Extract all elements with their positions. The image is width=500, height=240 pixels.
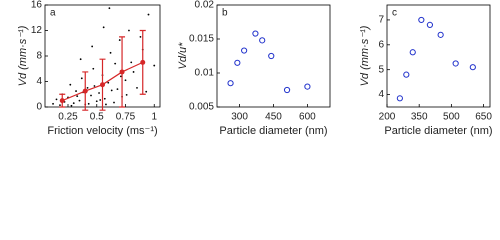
data-point [92, 67, 95, 70]
data-point [114, 62, 117, 65]
data-point [72, 102, 75, 105]
data-point [125, 93, 128, 96]
data-point [109, 51, 112, 54]
data-point [90, 94, 92, 97]
y-axis-label: Vd (mm·s⁻¹) [359, 25, 371, 86]
x-tick-label: 600 [299, 112, 316, 123]
data-point [69, 83, 72, 86]
data-point [259, 37, 266, 44]
data-point [59, 104, 61, 106]
data-point [147, 13, 150, 16]
y-tick-label: 0.015 [189, 34, 214, 45]
y-tick-label: 0.01 [195, 68, 215, 79]
data-point [124, 79, 127, 82]
data-point [396, 95, 403, 102]
x-tick-label: 0.25 [58, 112, 78, 123]
y-tick-label: 0.005 [189, 102, 214, 113]
y-tick-label: 7 [378, 15, 384, 26]
data-point [103, 97, 106, 100]
x-tick-label: 0.75 [116, 112, 136, 123]
panel-label: a [50, 8, 56, 19]
data-point [403, 71, 410, 78]
y-tick-label: 0.02 [195, 0, 215, 11]
data-point [52, 102, 54, 105]
x-tick-label: 450 [265, 112, 282, 123]
data-point [93, 85, 96, 87]
data-point [75, 90, 77, 92]
y-tick-label: 4 [36, 76, 42, 87]
data-point [110, 89, 113, 92]
data-point [76, 95, 79, 98]
data-point [145, 90, 148, 93]
data-point [99, 99, 102, 101]
x-tick-label: 1 [151, 112, 157, 123]
data-point [95, 100, 98, 103]
y-tick-label: 4 [378, 89, 384, 100]
data-point [426, 21, 434, 29]
y-tick-label: 5 [378, 64, 384, 75]
data-point [304, 83, 311, 90]
y-tick-label: 6 [378, 39, 384, 50]
x-tick-label: 0.5 [90, 112, 104, 123]
y-tick-label: 12 [31, 25, 43, 36]
data-point [452, 60, 459, 67]
data-point [130, 61, 133, 64]
data-point [105, 103, 107, 106]
data-point [132, 71, 135, 73]
data-point [241, 47, 248, 54]
x-tick-label: 350 [411, 112, 428, 123]
data-point [418, 16, 425, 24]
panel-label: c [392, 8, 397, 19]
data-point [70, 104, 73, 107]
data-point [283, 86, 291, 94]
mean-point [119, 69, 125, 75]
data-point [55, 98, 58, 101]
data-point [79, 58, 82, 61]
data-point [86, 86, 89, 89]
data-point [234, 59, 241, 66]
data-point [252, 30, 259, 37]
panel-label: b [222, 8, 228, 19]
data-point [78, 99, 81, 102]
data-point [118, 39, 121, 41]
x-tick-label: 500 [443, 112, 460, 123]
data-point [120, 75, 122, 78]
mean-point [59, 98, 65, 104]
x-axis-label: Friction velocity (ms⁻¹) [47, 125, 157, 137]
plot-frame [386, 4, 491, 108]
x-tick-label: 650 [475, 112, 492, 123]
y-tick-label: 8 [36, 51, 42, 62]
data-point [128, 29, 130, 32]
data-point [113, 101, 115, 104]
data-point [91, 45, 94, 48]
x-axis-label: Particle diameter (nm) [384, 125, 492, 137]
data-point [102, 26, 105, 29]
mean-point [140, 59, 146, 65]
data-point [409, 49, 416, 56]
x-tick-label: 300 [231, 112, 248, 123]
mean-point [100, 82, 105, 88]
x-tick-label: 200 [379, 112, 396, 123]
data-point [80, 77, 83, 80]
data-point [116, 88, 119, 91]
data-point [153, 64, 156, 67]
y-axis-label: Vd (mm·s⁻¹) [17, 25, 29, 86]
y-axis-label: Vd/u* [177, 42, 189, 70]
data-point [268, 52, 275, 60]
figure: 0 4 8 12 16 0.25 0.5 0.75 1 a Friction velocity (m… [17, 0, 493, 137]
data-point [98, 92, 100, 94]
data-point [136, 86, 138, 89]
y-tick-label: 0 [36, 102, 42, 113]
data-point [108, 7, 111, 10]
data-point [139, 35, 142, 38]
x-axis-label: Particle diameter (nm) [219, 125, 327, 137]
data-point [469, 64, 476, 71]
data-point [227, 80, 234, 87]
data-point [107, 81, 110, 84]
y-tick-label: 16 [31, 0, 43, 11]
data-point [87, 102, 90, 105]
mean-point [82, 88, 88, 94]
data-point [437, 31, 444, 38]
